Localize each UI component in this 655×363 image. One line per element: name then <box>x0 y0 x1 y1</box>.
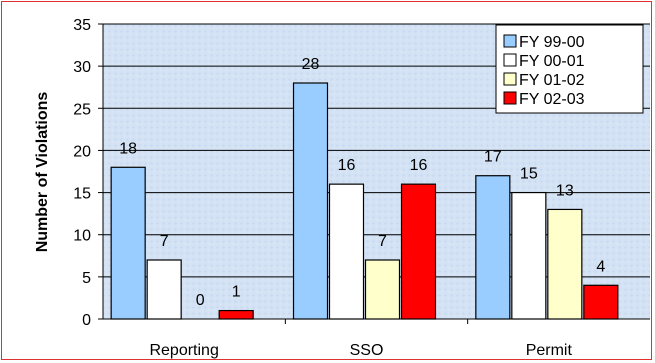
data-label: 16 <box>410 157 428 174</box>
data-label: 18 <box>119 140 137 157</box>
legend: FY 99-00 FY 00-01 FY 01-02 FY 02-03 <box>495 24 644 114</box>
bar <box>218 309 254 320</box>
bar <box>400 183 437 320</box>
data-label: 4 <box>596 258 605 275</box>
bar <box>292 82 329 320</box>
data-label: 7 <box>160 233 169 250</box>
legend-swatch <box>503 34 517 48</box>
y-tick-label: 15 <box>73 186 91 203</box>
y-tick-label: 25 <box>73 101 91 118</box>
legend-label: FY 99-00 <box>519 34 585 51</box>
bar <box>475 175 511 320</box>
bar <box>583 284 619 320</box>
y-tick-label: 35 <box>73 17 91 34</box>
legend-label: FY 00-01 <box>519 53 585 70</box>
axes <box>98 23 650 324</box>
bar <box>110 166 146 320</box>
y-tick-label: 30 <box>73 59 91 76</box>
bar <box>146 259 182 320</box>
bar <box>511 191 547 320</box>
bar <box>547 208 583 320</box>
data-label: 28 <box>302 56 320 73</box>
category-label: Permit <box>526 342 573 359</box>
y-tick-label: 20 <box>73 143 91 160</box>
legend-swatch <box>503 72 517 86</box>
data-label: 7 <box>378 233 387 250</box>
data-label: 1 <box>232 284 241 301</box>
labels: 0 5 10 15 20 25 30 35 Reporting 18 7 0 1 SSO 28 16 7 16 Pe… <box>73 17 605 359</box>
legend-swatch <box>503 91 517 105</box>
y-tick-label: 0 <box>82 312 91 329</box>
data-label: 17 <box>484 149 502 166</box>
data-label: 13 <box>556 182 574 199</box>
legend-label: FY 02-03 <box>519 91 585 108</box>
data-label: 15 <box>520 166 538 183</box>
legend-box <box>495 24 644 114</box>
data-label: 16 <box>338 157 356 174</box>
category-label: SSO <box>350 342 384 359</box>
y-tick-label: 10 <box>73 228 91 245</box>
data-label: 0 <box>196 292 205 309</box>
legend-swatch <box>503 53 517 67</box>
bar <box>364 259 401 320</box>
legend-label: FY 01-02 <box>519 72 585 89</box>
y-axis-label: Number of Violations <box>34 92 51 253</box>
bar <box>328 183 365 320</box>
y-tick-label: 5 <box>82 270 91 287</box>
category-label: Reporting <box>149 342 218 359</box>
